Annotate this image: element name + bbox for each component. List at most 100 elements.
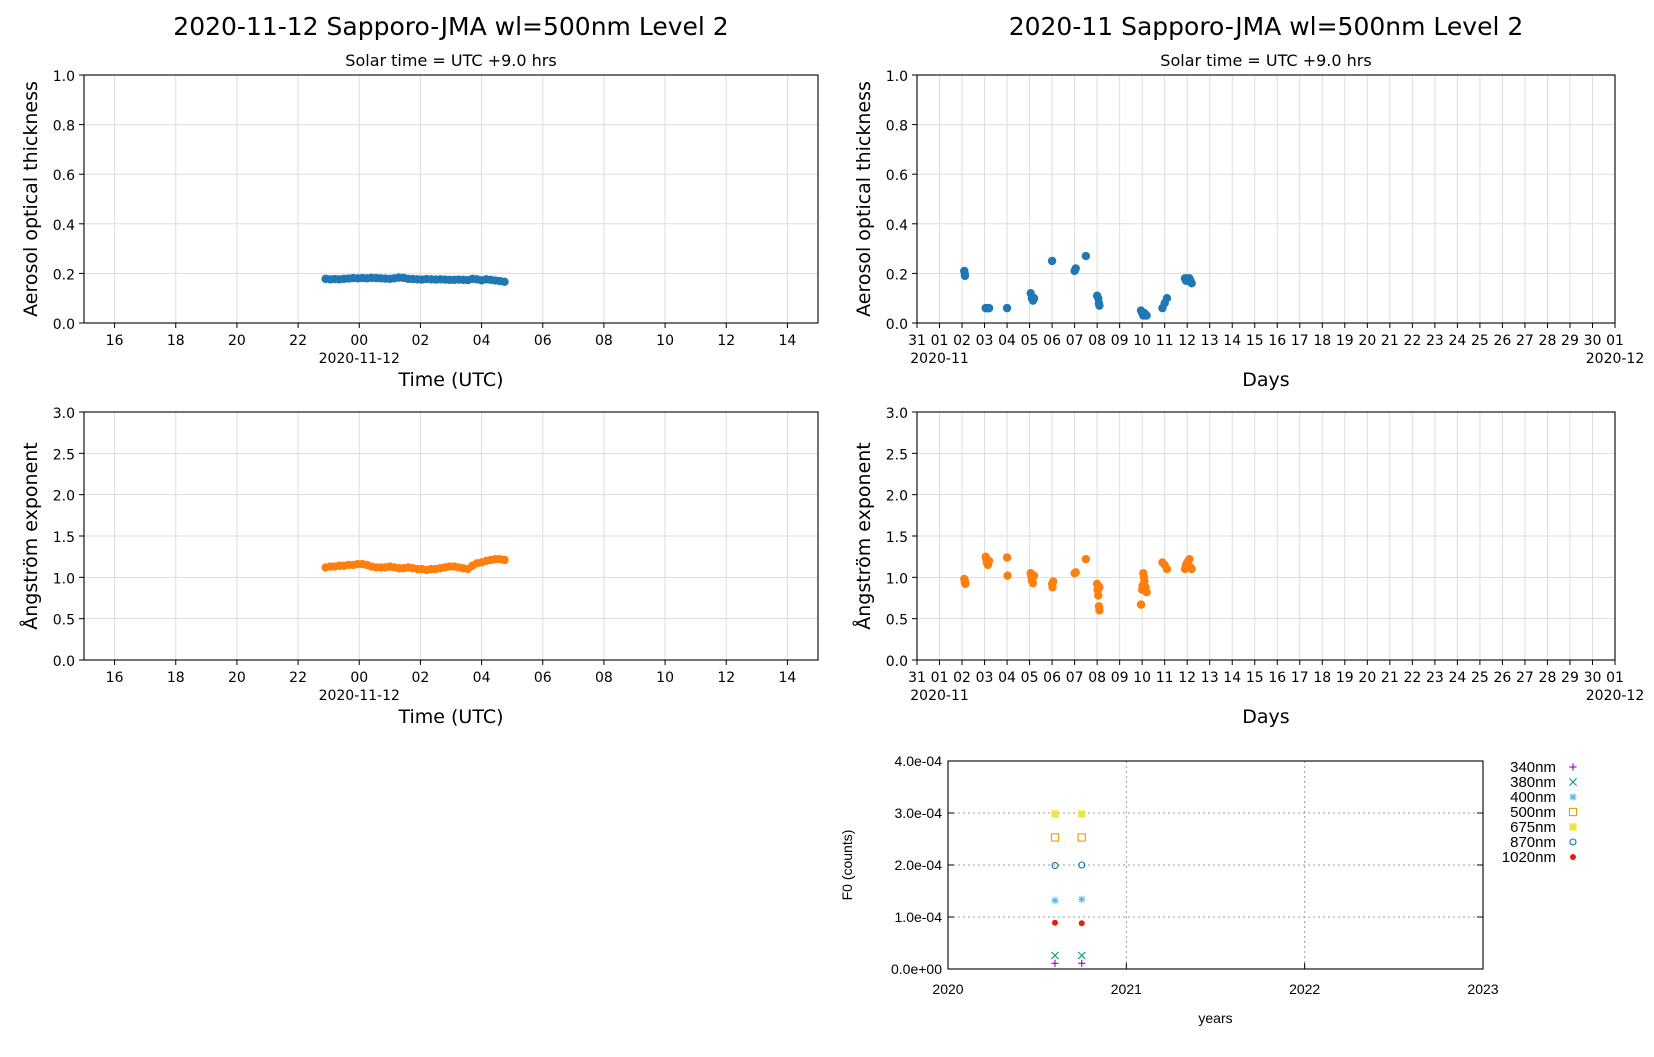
x-tick-label: 13 xyxy=(1201,670,1219,686)
x-tick-label: 05 xyxy=(1021,333,1039,349)
x-tick-label: 10 xyxy=(656,333,674,349)
legend-label: 500nm xyxy=(1510,804,1556,821)
x-start-month-label: 2020-11 xyxy=(910,688,969,704)
data-point xyxy=(984,303,994,313)
daily-aot-chart: 2020-11-12 Sapporo-JMA wl=500nm Level 2 S… xyxy=(20,12,819,391)
y-tick-label: 0.4 xyxy=(53,218,75,234)
data-point xyxy=(1162,294,1172,303)
x-tick-label: 16 xyxy=(106,333,124,349)
x-tick-label: 04 xyxy=(998,670,1016,686)
data-point xyxy=(1095,606,1104,615)
data-point xyxy=(1187,564,1196,574)
x-tick-label: 12 xyxy=(1178,670,1196,686)
x-tick-label: 12 xyxy=(717,670,735,686)
chart-subtitle: Solar time = UTC +9.0 hrs xyxy=(345,51,556,70)
x-tick-label: 13 xyxy=(1201,333,1219,349)
x-tick-label: 02 xyxy=(412,670,430,686)
y-tick-label: 3.0 xyxy=(886,406,908,422)
y-tick-label: 1.0 xyxy=(53,571,75,587)
x-tick-label: 29 xyxy=(1561,333,1579,349)
data-point xyxy=(1051,896,1059,904)
x-start-month-label: 2020-11 xyxy=(910,351,969,367)
y-tick-label: 1.5 xyxy=(53,530,75,546)
x-tick-label: 08 xyxy=(595,670,613,686)
y-axis-label: Aerosol optical thickness xyxy=(20,81,42,317)
y-tick-label: 0.0 xyxy=(886,317,908,333)
y-axis-label: F0 (counts) xyxy=(839,830,855,901)
x-tick-label: 30 xyxy=(1584,670,1602,686)
x-tick-label: 02 xyxy=(953,670,971,686)
x-tick-label: 20 xyxy=(228,333,246,349)
x-tick-label: 02 xyxy=(953,333,971,349)
y-axis-label: Aerosol optical thickness xyxy=(853,81,875,317)
data-point xyxy=(1081,554,1091,564)
x-tick-label: 17 xyxy=(1291,333,1309,349)
x-tick-label: 01 xyxy=(1606,670,1624,686)
x-tick-label: 22 xyxy=(1403,670,1421,686)
data-point xyxy=(500,277,509,287)
x-tick-label: 17 xyxy=(1291,670,1309,686)
data-point xyxy=(960,271,970,281)
y-tick-label: 2.0 xyxy=(53,489,75,505)
x-tick-label: 01 xyxy=(931,670,949,686)
x-tick-label: 08 xyxy=(1088,333,1106,349)
f0-history-chart: 0.0e+00 1.0e-04 2.0e-04 3.0e-04 4.0e-04 2020 2… xyxy=(839,753,1578,1026)
data-point xyxy=(1051,951,1059,960)
x-tick-label: 20 xyxy=(228,670,246,686)
y-tick-label: 0.8 xyxy=(886,119,908,135)
x-tick-label: 10 xyxy=(656,670,674,686)
monthly-angstrom-chart: 0.00.51.01.52.02.53.031 01 02 03 04 05 06 07 08 0… xyxy=(852,406,1644,728)
y-tick-label: 3.0 xyxy=(53,406,75,422)
y-axis-label: Ångström exponent xyxy=(19,442,42,630)
y-tick-label: 0.6 xyxy=(886,168,908,184)
x-tick-label: 15 xyxy=(1246,333,1264,349)
y-axis-label: Ångström exponent xyxy=(852,442,875,630)
x-tick-label: 05 xyxy=(1021,670,1039,686)
x-tick-label: 04 xyxy=(998,333,1016,349)
x-tick-label: 21 xyxy=(1381,670,1399,686)
data-point xyxy=(1162,564,1172,574)
data-point xyxy=(1136,600,1146,609)
plot-frame xyxy=(83,74,819,324)
x-tick-label: 31 xyxy=(908,670,926,686)
x-tick-label: 29 xyxy=(1561,670,1579,686)
x-tick-label: 27 xyxy=(1516,670,1534,686)
x-tick-label: 08 xyxy=(595,333,613,349)
x-tick-label: 15 xyxy=(1246,670,1264,686)
data-point xyxy=(1029,571,1039,580)
y-tick-label: 1.0 xyxy=(53,69,75,85)
data-point xyxy=(1052,919,1058,926)
x-tick-label: 09 xyxy=(1111,670,1129,686)
data-point xyxy=(1081,251,1091,261)
data-point xyxy=(1187,279,1196,288)
x-end-month-label: 2020-12 xyxy=(1586,351,1645,367)
x-tick-label: 01 xyxy=(931,333,949,349)
legend-label: 340nm xyxy=(1510,759,1556,776)
data-point xyxy=(1078,810,1086,818)
data-point xyxy=(1071,264,1080,273)
y-tick-label: 1.5 xyxy=(886,530,908,546)
x-tick-label: 04 xyxy=(473,670,491,686)
data-point xyxy=(1142,311,1151,320)
y-tick-label: 3.0e-04 xyxy=(895,805,943,821)
y-tick-label: 0.0 xyxy=(53,317,75,333)
y-tick-label: 0.0e+00 xyxy=(891,961,942,977)
y-tick-label: 2.0 xyxy=(886,489,908,505)
data-point xyxy=(1049,577,1058,586)
x-tick-label: 27 xyxy=(1516,333,1534,349)
data-point xyxy=(1051,810,1059,818)
y-tick-label: 1.0e-04 xyxy=(895,909,943,925)
data-point xyxy=(1078,959,1086,967)
legend-label: 870nm xyxy=(1510,834,1556,851)
x-tick-label: 12 xyxy=(717,333,735,349)
data-point xyxy=(1051,861,1059,870)
x-tick-label: 11 xyxy=(1156,670,1174,686)
legend-marker xyxy=(1569,793,1577,801)
x-axis-label: Days xyxy=(1242,706,1289,728)
data-point xyxy=(1095,583,1104,592)
legend-label: 675nm xyxy=(1510,819,1556,836)
y-tick-label: 4.0e-04 xyxy=(895,753,943,769)
y-tick-label: 0.0 xyxy=(886,654,908,670)
legend-label: 1020nm xyxy=(1502,849,1556,866)
